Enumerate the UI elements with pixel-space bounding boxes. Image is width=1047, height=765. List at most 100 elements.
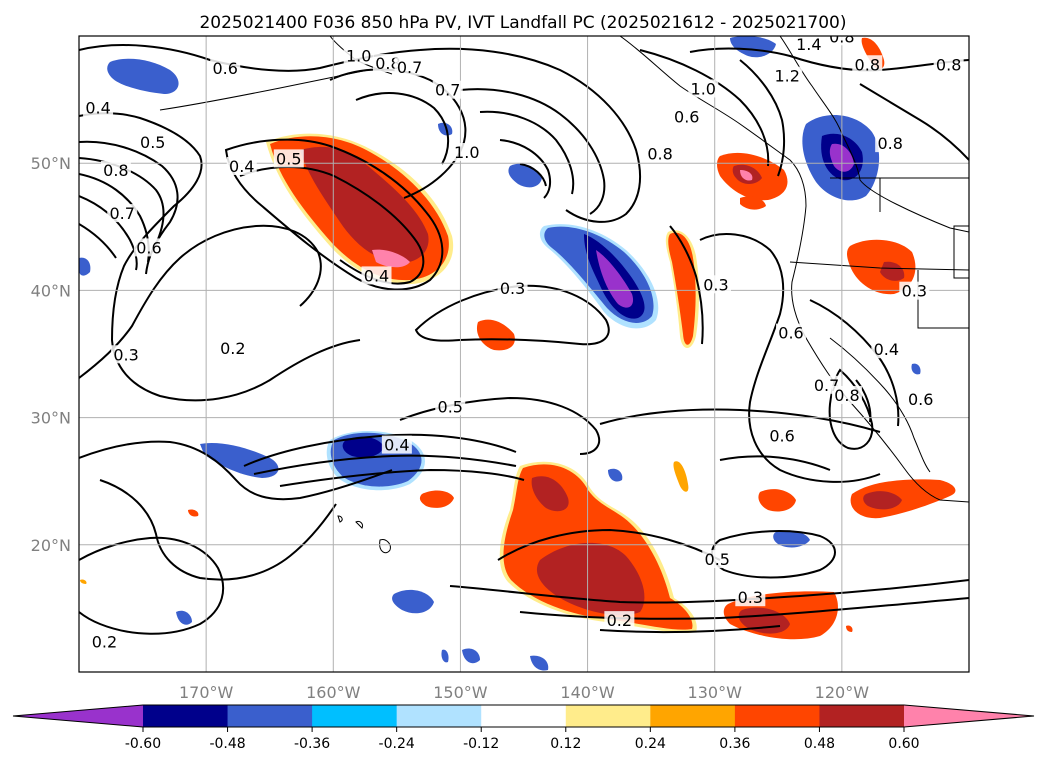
contour-line [699,233,881,483]
pv-contour-lines [79,44,969,635]
lat-tick-label: 40°N [31,281,71,300]
contour-label-bg [793,36,824,53]
contour-label-text: 1.0 [346,46,371,65]
contour-label-bg [852,55,883,74]
contour-line [243,433,517,467]
map-panel: 0.40.50.80.70.60.30.20.61.0 0.80.70.70.4 0… [78,35,970,673]
contour-label-bg [645,144,676,163]
contour-label-bg [343,46,374,65]
contour-line [253,454,517,475]
contour-label: 0.2 [89,632,120,652]
latitude-ticks: 50°N 40°N 30°N 20°N [31,154,71,555]
colorbar-swatch [819,705,905,727]
contour-line [855,379,872,423]
contour-line [739,59,786,177]
contour-label-text: 0.2 [607,611,632,630]
lon-tick-label: 130°W [688,683,743,702]
contour-label: 0.3 [111,345,142,364]
contour-label: 1.4 [793,36,824,54]
contour-label-bg [933,55,964,74]
contour-labels: 0.40.50.80.70.60.30.20.61.0 0.80.70.70.4 0… [83,36,964,652]
contour-label-bg [226,157,257,176]
island [355,521,363,529]
pv-negative-region [911,363,921,375]
contour-line [499,139,552,199]
contour-label-bg [100,160,131,179]
contour-label-bg [361,266,392,285]
contour-label: 0.4 [83,98,114,118]
contour-line [79,440,393,501]
contour-label: 1.0 [343,46,374,65]
island [379,539,391,554]
colorbar-tick-label: -0.48 [209,736,245,752]
contour-line [459,88,606,215]
contour-label: 0.6 [671,107,702,126]
contour-label-text: 0.3 [703,275,728,294]
contour-label-text: 0.4 [364,266,389,285]
contour-line [859,83,969,161]
contour-line [599,625,781,634]
contour-label-text: 0.8 [936,55,961,74]
contour-label-bg [905,389,936,408]
contour-line [99,479,337,581]
contour-line [239,166,425,285]
colorbar-extend-low [13,705,143,727]
contour-label: 0.6 [767,426,798,446]
colorbar-tick-label: 0.48 [804,736,835,752]
contour-label-text: 0.7 [397,58,422,77]
pv-negative-region [462,648,480,664]
coastline-segment [779,36,969,233]
lon-tick-label: 170°W [179,683,234,702]
pv-negative-region [107,58,179,94]
contour-label-bg [435,397,466,416]
contour-label: 0.4 [226,157,257,176]
lon-tick-label: 150°W [433,683,488,702]
colorbar-tick-label: 0.60 [888,736,919,752]
contour-label: 0.5 [702,550,733,569]
lat-tick-label: 30°N [31,409,71,428]
colorbar-tick-label: 0.12 [550,736,581,752]
contour-label-text: 0.6 [908,390,933,409]
contour-label-bg [432,80,463,99]
contour-label-bg [497,279,528,298]
contour-label: 0.8 [645,144,676,163]
colorbar-tick-label: -0.12 [463,736,499,752]
contour-label-text: 0.8 [103,161,128,180]
contour-label-text: 0.4 [229,157,254,176]
contour-label: 0.6 [210,59,241,78]
colorbar-tick-label: -0.36 [294,736,330,752]
contour-label: 0.8 [933,55,964,74]
contour-label-bg [767,426,798,445]
contour-label-text: 0.5 [705,550,730,569]
contour-label: 0.7 [394,57,425,77]
contour-line [79,112,361,402]
contour-label: 0.2 [217,338,248,358]
contour-label-bg [671,107,702,126]
contour-label-text: 0.6 [769,427,794,446]
contour-label-text: 0.3 [902,282,927,301]
contour-label: 0.2 [604,611,635,630]
colorbar-swatch [227,705,313,727]
contour-line [639,49,770,167]
contour-label-text: 0.5 [140,133,165,152]
contour-line [79,536,225,635]
contour-line [519,597,969,620]
contour-label-bg [899,281,930,300]
contour-label-bg [137,132,168,151]
border [789,261,969,271]
contour-label-text: 0.4 [874,340,899,359]
pv-positive-region [476,319,515,351]
contour-label: 0.5 [137,132,168,152]
pv-positive-region [847,239,916,295]
map-title: 2025021400 F036 850 hPa PV, IVT Landfall… [199,13,846,33]
colorbar-swatch [143,705,229,727]
longitude-ticks: 170°W 160°W 150°W 140°W 130°W 120°W [179,683,869,702]
contour-label: 0.4 [361,266,392,285]
colorbar-swatch [481,705,567,727]
contour-label: 0.8 [852,55,883,74]
contour-line [479,110,575,195]
coastline-segment [829,337,931,473]
colorbar-tick-label: -0.24 [379,736,415,752]
contour-label-bg [273,149,304,168]
